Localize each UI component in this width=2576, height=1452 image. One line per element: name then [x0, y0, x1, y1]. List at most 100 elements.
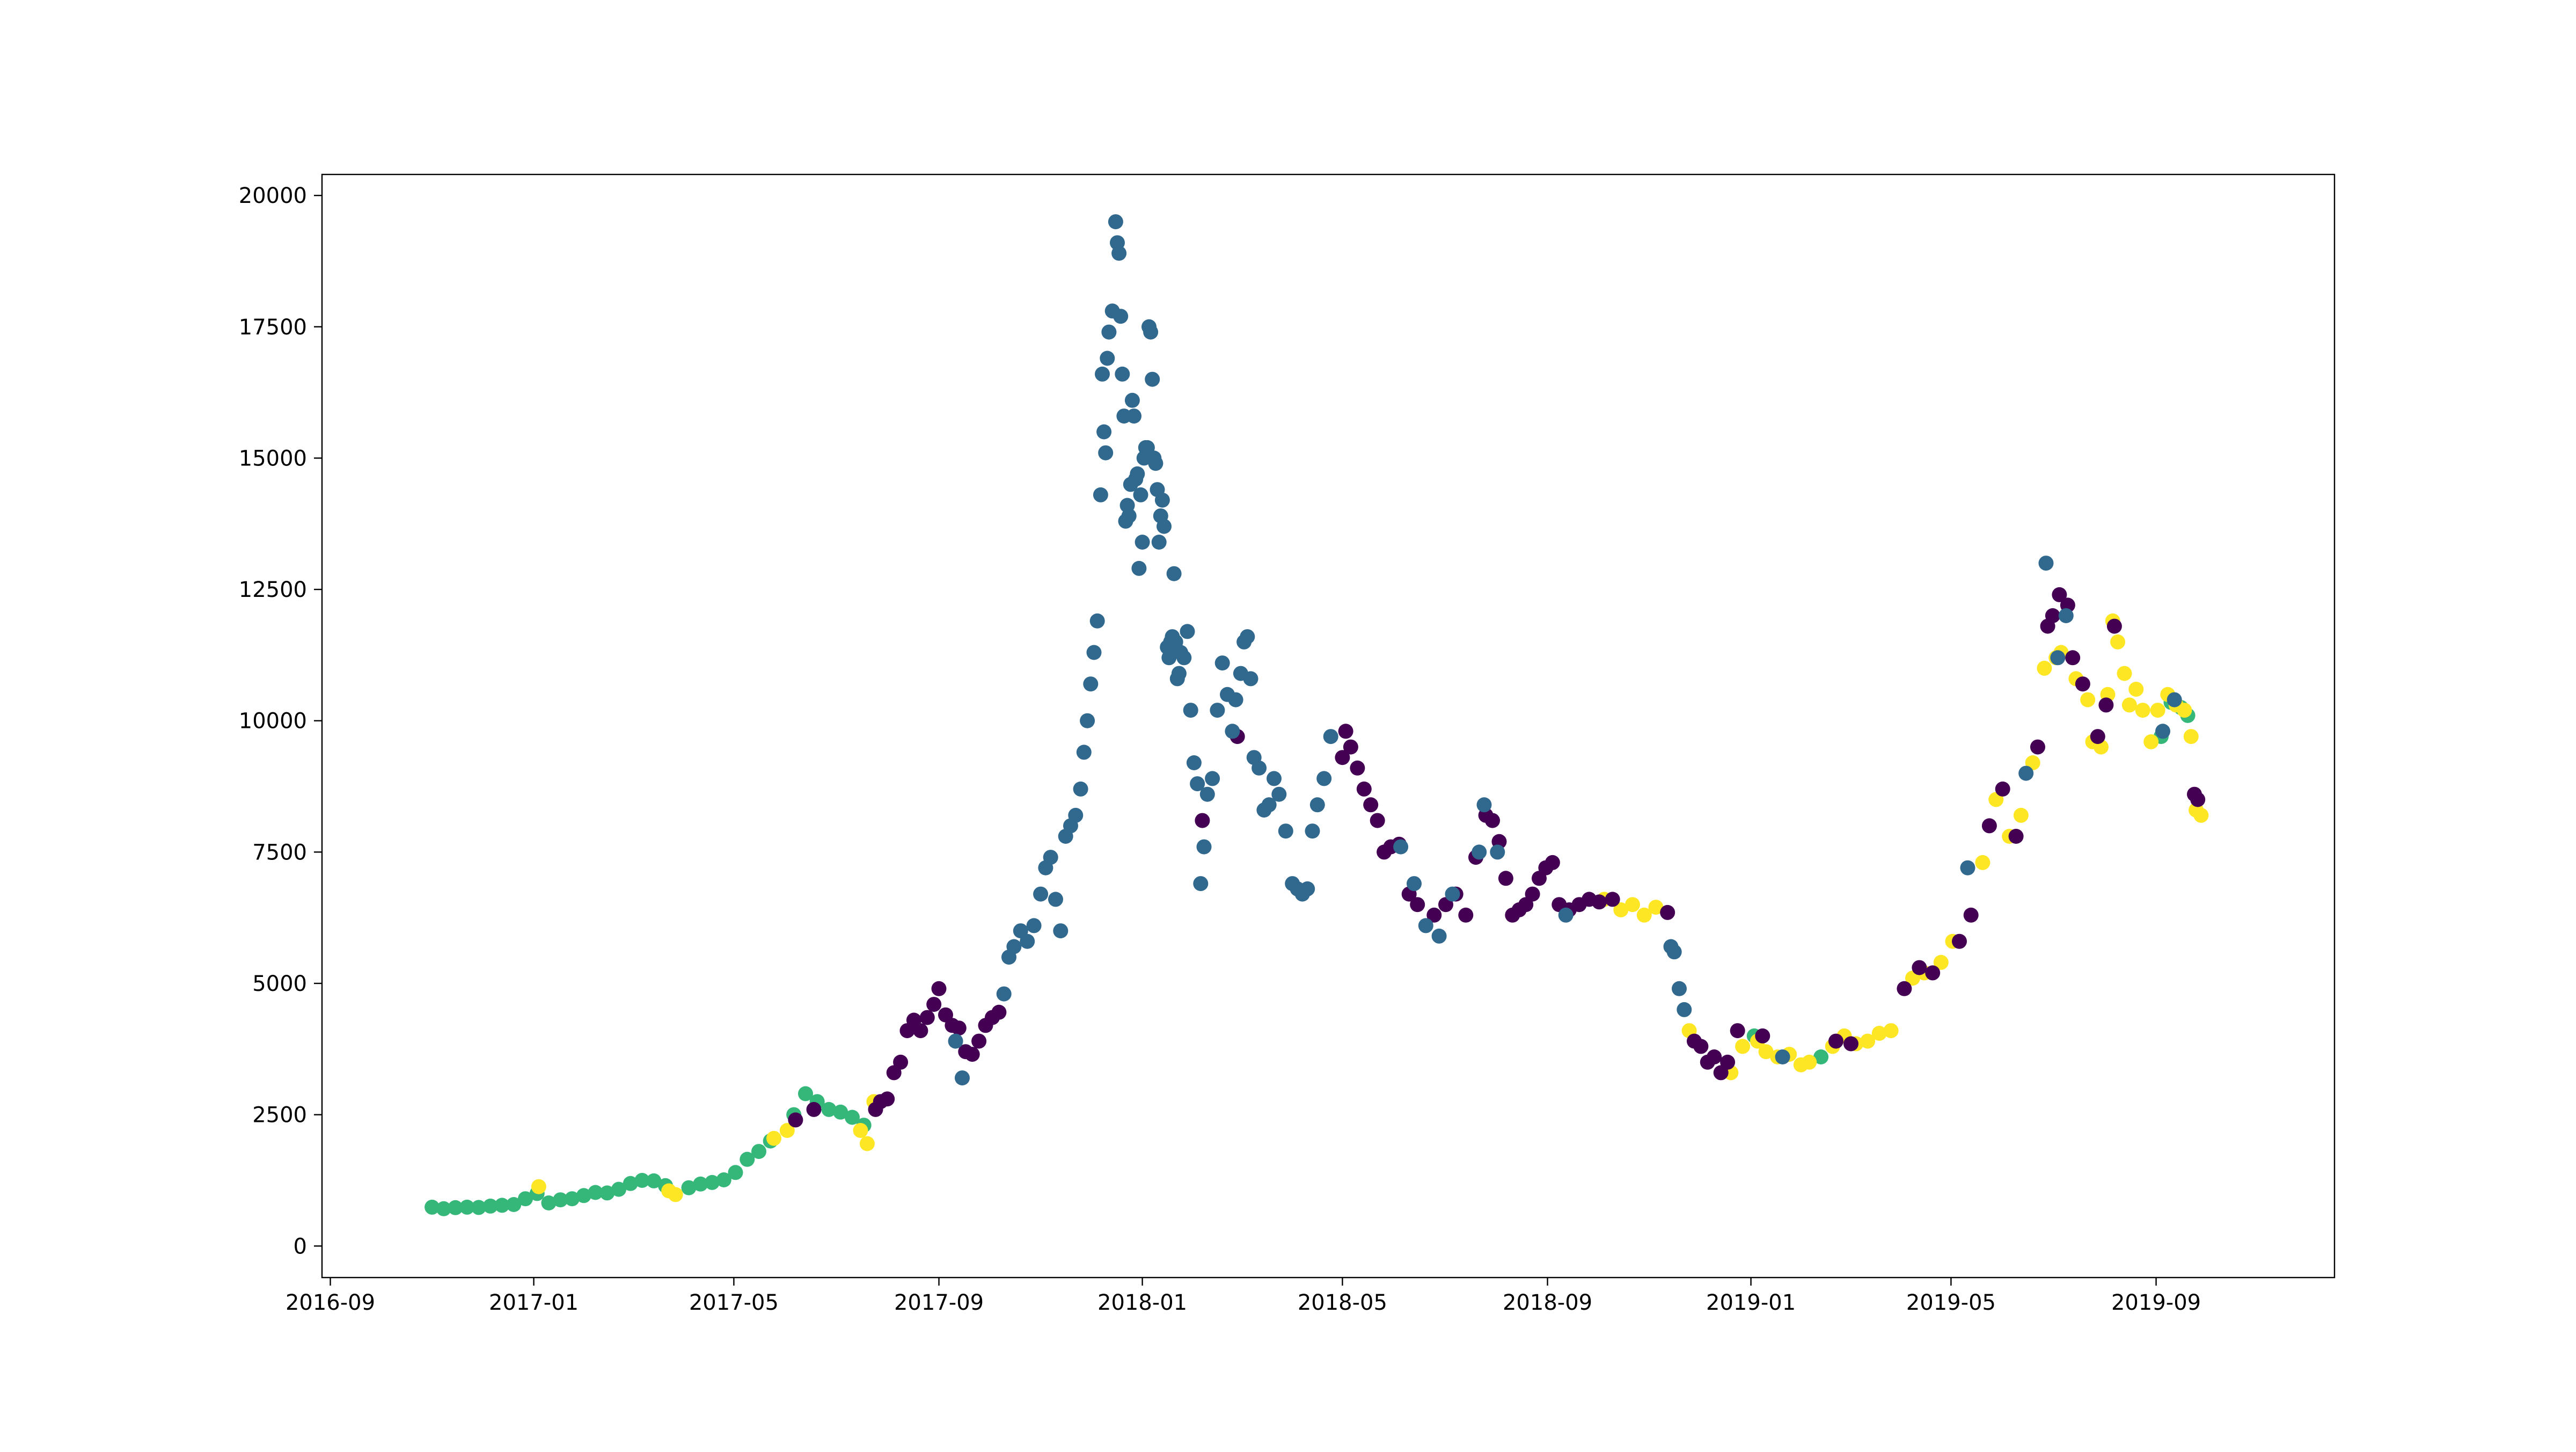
data-point [1476, 797, 1492, 813]
data-point [766, 1130, 781, 1146]
data-point [1205, 771, 1220, 786]
y-axis-ticks: 0 2500 5000 7500 10000 12500 15000 17500 20000 [239, 184, 322, 1259]
data-point [1758, 1044, 1774, 1060]
data-point [1108, 214, 1123, 230]
data-point [951, 1020, 967, 1036]
data-point [1693, 1039, 1709, 1054]
data-point [1897, 981, 1912, 996]
x-tick-label: 2017-05 [689, 1290, 779, 1315]
data-point [788, 1112, 803, 1128]
data-point [798, 1086, 813, 1101]
data-point [1020, 933, 1035, 949]
data-point [2128, 682, 2144, 697]
data-point [1225, 724, 1240, 739]
data-point [2075, 676, 2090, 692]
data-point [1356, 781, 1372, 797]
data-point [1161, 650, 1177, 666]
data-point [1180, 624, 1195, 639]
data-point [1195, 813, 1210, 828]
data-point [1981, 818, 1997, 834]
data-point [2045, 608, 2060, 623]
data-point [1666, 944, 1682, 960]
data-point [1323, 729, 1338, 745]
data-point [1300, 881, 1315, 896]
data-point [1316, 771, 1332, 786]
data-point [1240, 629, 1255, 645]
y-tick-label: 10000 [239, 709, 307, 734]
data-point [531, 1179, 546, 1194]
data-point [1960, 860, 1975, 875]
data-point [1525, 886, 1540, 902]
data-point [1113, 309, 1129, 324]
data-point [2177, 703, 2192, 718]
data-point [2018, 765, 2034, 781]
y-tick-label: 2500 [252, 1103, 307, 1128]
data-point [1126, 408, 1141, 424]
data-point [1305, 823, 1320, 839]
data-point [1048, 892, 1063, 907]
data-point [1828, 1033, 1843, 1049]
data-point [1076, 745, 1092, 760]
data-point [1143, 324, 1159, 340]
data-point [1720, 1054, 1736, 1070]
data-point [1883, 1023, 1899, 1039]
data-point [693, 1176, 708, 1192]
data-point [1083, 676, 1099, 692]
data-point [2135, 703, 2150, 718]
data-point [1133, 487, 1148, 502]
data-point [588, 1185, 603, 1200]
data-point [494, 1198, 510, 1213]
data-point [1148, 456, 1163, 471]
y-tick-label: 17500 [239, 315, 307, 340]
data-point [1154, 492, 1170, 508]
data-point [1267, 771, 1282, 786]
data-point [833, 1104, 848, 1120]
data-point [482, 1198, 498, 1214]
data-point [1490, 844, 1505, 860]
data-point [1135, 535, 1150, 550]
data-point [2098, 697, 2114, 713]
data-point [1755, 1028, 1770, 1044]
data-point [2090, 729, 2105, 745]
data-point [1176, 650, 1192, 666]
data-point [1243, 671, 1258, 687]
data-point [1171, 666, 1187, 681]
data-point [1033, 886, 1049, 902]
data-point [1157, 519, 1172, 534]
data-point [1309, 797, 1325, 813]
data-point [931, 981, 947, 996]
data-point [1963, 907, 1979, 923]
data-point [2065, 650, 2081, 666]
data-point [1335, 750, 1350, 765]
data-point [893, 1054, 909, 1070]
data-point [1151, 535, 1167, 550]
data-point [1472, 844, 1487, 860]
data-point [1975, 855, 1990, 870]
data-point [1735, 1039, 1751, 1054]
data-point [518, 1191, 533, 1207]
data-point [996, 986, 1012, 1002]
data-point [955, 1070, 970, 1086]
data-point [1089, 613, 1105, 629]
data-point [880, 1091, 895, 1107]
data-point [1431, 928, 1447, 944]
data-point [1186, 755, 1202, 770]
data-point [1813, 1049, 1829, 1064]
data-point [623, 1176, 638, 1191]
data-point [681, 1180, 697, 1195]
data-point [2121, 697, 2137, 713]
data-point [1613, 902, 1629, 917]
data-point [1660, 904, 1675, 920]
data-point [1407, 876, 1422, 892]
data-point [1214, 655, 1230, 671]
data-point [1707, 1049, 1722, 1064]
plot-frame [321, 173, 2336, 1279]
data-point [1193, 876, 1209, 892]
data-point [1261, 797, 1277, 813]
data-point [1278, 823, 1293, 839]
data-point [806, 1101, 822, 1117]
y-tick-label: 0 [294, 1234, 307, 1259]
data-point [2013, 807, 2029, 823]
